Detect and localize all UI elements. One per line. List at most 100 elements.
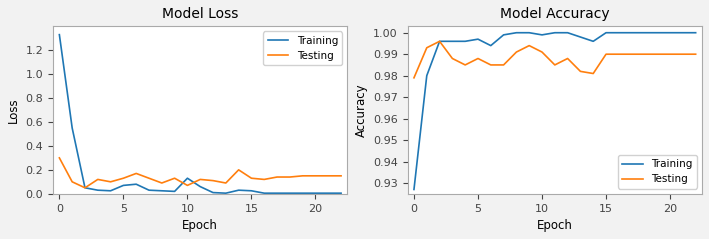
Testing	[461, 64, 469, 66]
Legend: Training, Testing: Training, Testing	[618, 155, 697, 189]
Testing	[170, 177, 179, 180]
Training	[551, 31, 559, 34]
Testing	[653, 53, 661, 56]
Training	[324, 192, 333, 195]
Training	[222, 192, 230, 195]
Testing	[615, 53, 623, 56]
Testing	[132, 172, 140, 175]
Testing	[94, 178, 102, 181]
Training	[627, 31, 636, 34]
Testing	[474, 57, 482, 60]
Testing	[247, 177, 256, 180]
Training	[679, 31, 687, 34]
Testing	[602, 53, 610, 56]
Testing	[589, 72, 598, 75]
Training	[602, 31, 610, 34]
Testing	[679, 53, 687, 56]
Training	[410, 188, 418, 191]
Training	[640, 31, 649, 34]
Testing	[222, 182, 230, 185]
Training	[474, 38, 482, 41]
Training	[55, 33, 64, 36]
Training	[170, 190, 179, 193]
Line: Testing: Testing	[414, 41, 696, 78]
Testing	[324, 174, 333, 177]
Line: Testing: Testing	[60, 158, 341, 188]
Training	[247, 189, 256, 192]
Training	[260, 192, 269, 195]
Y-axis label: Loss: Loss	[7, 97, 20, 123]
Training	[286, 192, 294, 195]
Testing	[486, 64, 495, 66]
Testing	[512, 51, 520, 54]
Training	[423, 74, 431, 77]
Training	[525, 31, 533, 34]
X-axis label: Epoch: Epoch	[537, 219, 573, 232]
Training	[68, 126, 77, 129]
Testing	[81, 186, 89, 189]
Training	[576, 36, 585, 38]
Title: Model Loss: Model Loss	[162, 7, 238, 21]
Testing	[286, 176, 294, 179]
Training	[615, 31, 623, 34]
Testing	[106, 180, 115, 183]
Testing	[145, 177, 153, 180]
Training	[298, 192, 307, 195]
Training	[132, 183, 140, 186]
Testing	[298, 174, 307, 177]
Training	[589, 40, 598, 43]
Testing	[551, 64, 559, 66]
Training	[157, 189, 166, 192]
Testing	[55, 157, 64, 159]
Training	[337, 192, 345, 195]
Testing	[260, 178, 269, 181]
Training	[273, 192, 281, 195]
Training	[461, 40, 469, 43]
Testing	[410, 76, 418, 79]
Title: Model Accuracy: Model Accuracy	[500, 7, 610, 21]
Line: Training: Training	[60, 35, 341, 193]
Testing	[157, 182, 166, 185]
Training	[208, 191, 217, 194]
Training	[653, 31, 661, 34]
Training	[435, 40, 444, 43]
Training	[691, 31, 700, 34]
Training	[486, 44, 495, 47]
Testing	[311, 174, 320, 177]
Training	[537, 33, 546, 36]
Testing	[576, 70, 585, 73]
Legend: Training, Testing: Training, Testing	[263, 32, 342, 65]
Testing	[423, 46, 431, 49]
Training	[106, 189, 115, 192]
Training	[145, 189, 153, 192]
Testing	[208, 179, 217, 182]
Training	[94, 189, 102, 192]
Testing	[435, 40, 444, 43]
Testing	[499, 64, 508, 66]
Testing	[448, 57, 457, 60]
Training	[311, 192, 320, 195]
Testing	[273, 176, 281, 179]
X-axis label: Epoch: Epoch	[182, 219, 218, 232]
Training	[196, 185, 204, 188]
Testing	[183, 184, 191, 187]
Training	[81, 186, 89, 189]
Line: Training: Training	[414, 33, 696, 190]
Testing	[235, 168, 243, 171]
Testing	[640, 53, 649, 56]
Training	[666, 31, 674, 34]
Testing	[564, 57, 572, 60]
Testing	[119, 177, 128, 180]
Testing	[537, 51, 546, 54]
Testing	[337, 174, 345, 177]
Testing	[666, 53, 674, 56]
Training	[119, 184, 128, 187]
Training	[235, 189, 243, 192]
Y-axis label: Accuracy: Accuracy	[354, 83, 367, 137]
Testing	[627, 53, 636, 56]
Training	[512, 31, 520, 34]
Testing	[525, 44, 533, 47]
Testing	[196, 178, 204, 181]
Training	[499, 33, 508, 36]
Testing	[68, 180, 77, 183]
